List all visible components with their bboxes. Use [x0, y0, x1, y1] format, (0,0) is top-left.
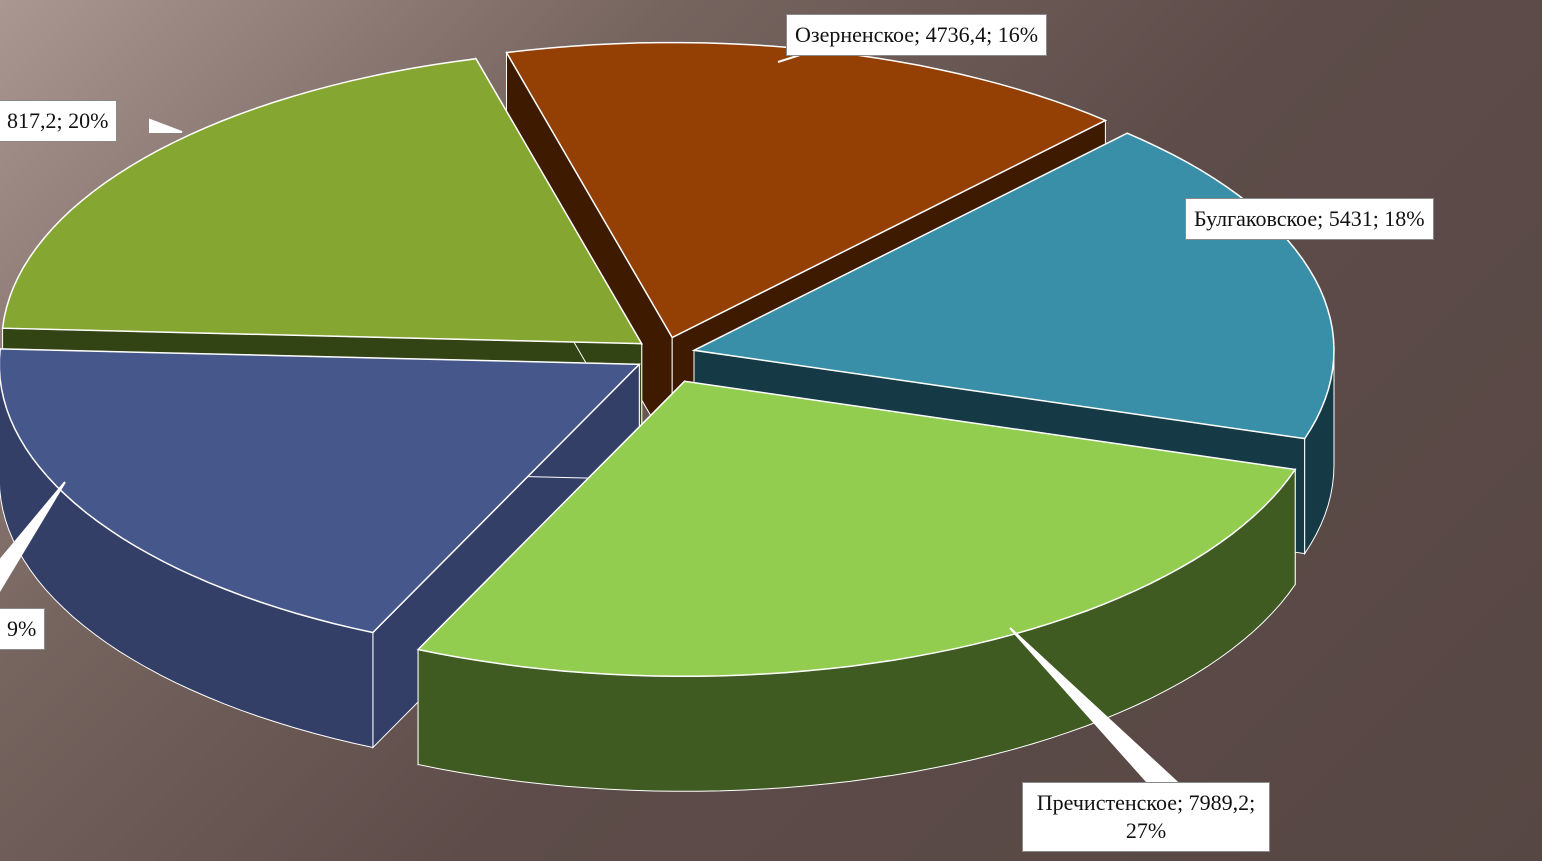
data-label: Озерненское; 4736,4; 16%: [786, 14, 1048, 56]
leader-line: [149, 118, 183, 133]
leader-line: [777, 54, 801, 63]
slice: [416, 380, 1297, 678]
slice: [0, 348, 642, 634]
data-label: 817,2; 20%: [0, 100, 118, 142]
data-label: 9%: [0, 608, 46, 650]
pie: [0, 41, 1335, 792]
slice: [691, 132, 1335, 440]
data-label: Пречистенское; 7989,2; 27%: [1022, 782, 1270, 852]
data-label: Булгаковское; 5431; 18%: [1185, 198, 1434, 240]
slice: [1, 57, 644, 345]
leader-line: [0, 481, 66, 592]
leader-lines: [0, 54, 1183, 786]
